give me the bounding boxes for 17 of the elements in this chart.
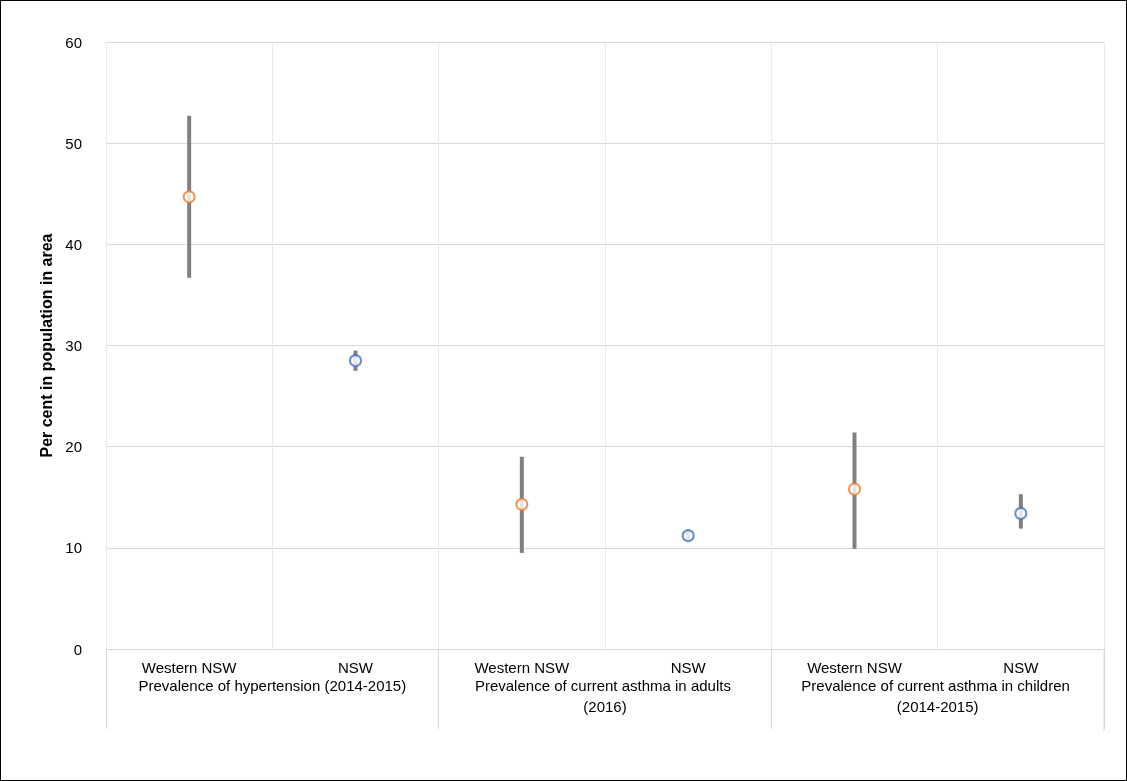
x-tick-label: Western NSW	[807, 659, 903, 676]
y-axis-title: Per cent in population in area	[37, 233, 55, 458]
x-tick-label: Western NSW	[474, 659, 571, 676]
x-tick-label: Western NSW	[141, 659, 238, 676]
y-tick-label: 10	[65, 539, 82, 557]
text: Prevalence of current asthma in children (2014-2015)	[801, 677, 1074, 715]
x-tick-label: NSW	[1003, 659, 1040, 676]
y-tick-label: 50	[65, 134, 82, 152]
text: Prevalence of current asthma in adults (2016)	[474, 677, 736, 715]
x-tick-label: NSW	[670, 659, 707, 676]
y-tick-label: 60	[65, 33, 82, 51]
y-tick-label: 30	[65, 337, 82, 354]
y-tick-label: 0	[73, 640, 82, 658]
y-tick-label: 20	[65, 438, 82, 456]
text: Prevalence of hypertension (2014-2015)	[138, 677, 407, 694]
x-tick-label: NSW	[338, 659, 374, 676]
y-tick-label: 40	[65, 235, 82, 253]
